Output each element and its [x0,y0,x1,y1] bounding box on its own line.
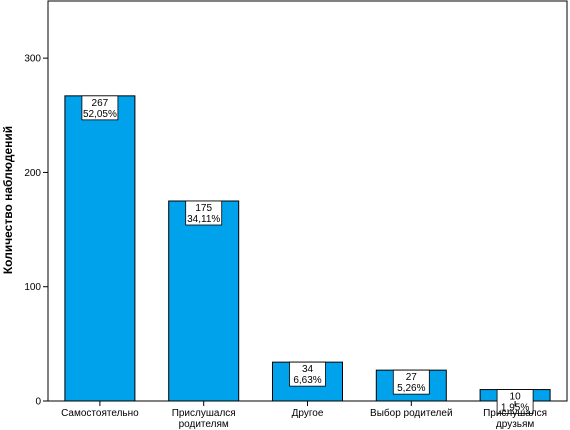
data-label-box [392,369,430,395]
x-tick-label: Выбор родителей [370,407,453,419]
data-label-count: 27 [406,372,418,383]
data-label-box [185,200,223,226]
data-label-box [289,361,326,387]
data-label-percent: 6,63% [293,375,321,386]
data-label-box [81,95,119,121]
y-axis: 0 100 200 300 [24,54,48,408]
data-label-count: 34 [302,364,314,375]
y-tick-label: 0 [35,397,41,408]
data-label-count: 10 [510,392,522,403]
y-tick-label: 100 [24,282,41,293]
data-label-box [496,389,534,414]
bar [64,95,136,402]
bar-data-label: 275,26% [392,369,430,395]
data-label-count: 175 [195,203,212,214]
data-label-percent: 34,11% [187,214,220,225]
y-tick-label: 200 [24,168,41,179]
data-label-count: 267 [92,98,109,109]
data-label-percent: 5,26% [397,383,425,394]
x-tick-label: Прислушался друзьям [483,408,547,430]
x-tick-label: Самостоятельно [61,408,139,419]
bar [168,200,240,402]
y-axis-label: Количество наблюдений [1,126,15,274]
data-label-percent: 52,05% [83,109,117,120]
y-tick-label: 300 [24,54,41,65]
bar-data-label: 101,95% [496,389,534,414]
x-tick-label: Прислушался родителям [172,408,236,430]
bar-data-label: 346,63% [289,361,326,387]
data-label-percent: 1,95% [501,403,529,414]
x-axis: Самостоятельно Прислушался родителям Другое… [61,401,547,430]
x-tick-label: Другое [292,408,324,419]
